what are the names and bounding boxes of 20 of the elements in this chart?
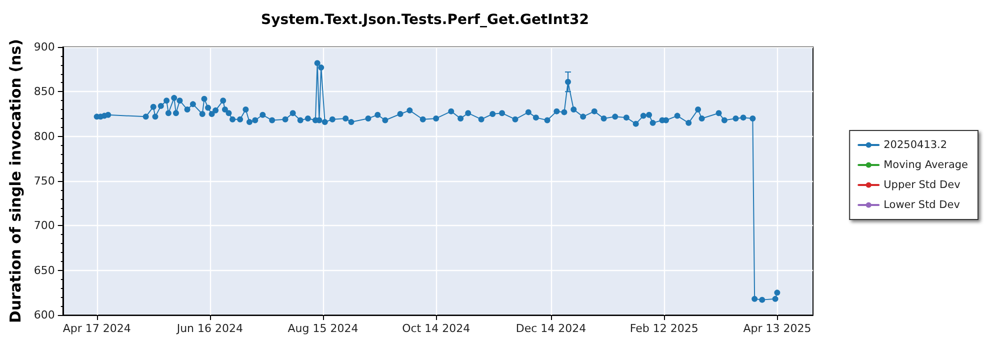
y-tick-label: 850 xyxy=(34,85,55,98)
legend-label: Upper Std Dev xyxy=(884,179,960,191)
y-tick-label: 900 xyxy=(34,40,55,54)
x-tick-label: Oct 14 2024 xyxy=(402,322,470,335)
legend-label: 20250413.2 xyxy=(884,139,948,151)
legend-label: Lower Std Dev xyxy=(884,199,960,211)
y-tick-label: 650 xyxy=(34,264,55,277)
chart-title: System.Text.Json.Tests.Perf_Get.GetInt32 xyxy=(261,12,589,28)
x-tick-label: Dec 14 2024 xyxy=(516,322,586,335)
x-tick-label: Jun 16 2024 xyxy=(176,322,243,335)
y-tick-label: 800 xyxy=(34,130,55,143)
legend-label: Moving Average xyxy=(884,159,968,171)
x-tick-label: Apr 17 2024 xyxy=(62,322,131,335)
y-tick-label: 600 xyxy=(34,308,55,322)
y-tick-label: 750 xyxy=(34,174,55,188)
y-tick-label: 700 xyxy=(34,219,55,232)
x-tick-label: Apr 13 2025 xyxy=(743,322,812,335)
x-tick-label: Feb 12 2025 xyxy=(630,322,698,335)
y-axis-title: Duration of single invocation (ns) xyxy=(6,39,24,323)
x-tick-label: Aug 15 2024 xyxy=(288,322,358,335)
